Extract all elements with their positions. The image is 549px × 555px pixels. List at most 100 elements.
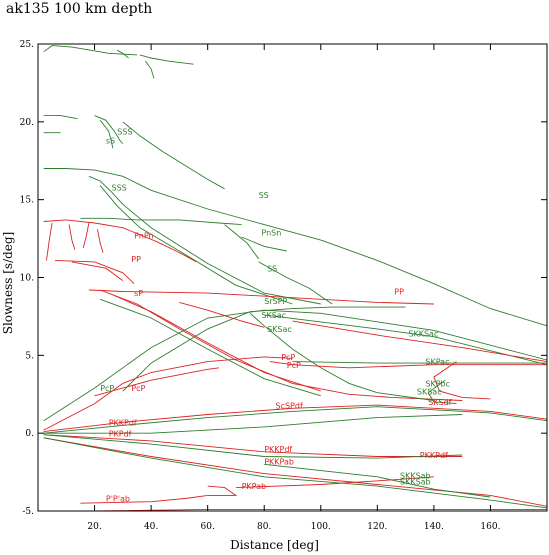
phase-label-30: PKPab xyxy=(242,482,267,491)
phase-curve-20 xyxy=(96,229,104,253)
phase-curve-40 xyxy=(43,406,548,434)
phase-curve-32 xyxy=(179,301,265,328)
phase-label-28: SKKSab xyxy=(400,471,431,480)
phase-label-18: SKPac xyxy=(425,358,449,367)
phase-label-5: PP xyxy=(131,255,141,264)
phase-label-13: SKKSac xyxy=(408,330,438,339)
phase-label-4: PnPn xyxy=(134,232,154,241)
y-tick-label-3: 10. xyxy=(20,274,34,284)
phase-curve-3 xyxy=(145,60,155,79)
phase-label-31: P'P'ab xyxy=(106,495,130,504)
phase-label-27: PKKPab xyxy=(264,457,294,466)
phase-curve-4 xyxy=(43,115,78,120)
phase-curve-1 xyxy=(116,49,129,59)
phase-label-6: PnSn xyxy=(261,229,281,238)
phase-label-12: PP xyxy=(394,288,404,297)
phase-curve-12 xyxy=(80,217,242,226)
y-tick-label-1: 0. xyxy=(25,429,34,439)
phase-label-21: ScSPdf xyxy=(276,401,303,410)
x-axis-label: Distance [deg] xyxy=(230,538,319,552)
phase-label-17: PcP xyxy=(131,384,145,393)
phase-curve-39 xyxy=(43,404,548,433)
chart-title: ak135 100 km depth xyxy=(6,1,153,17)
phase-label-8: sP xyxy=(134,289,143,298)
phase-label-20: SKSac xyxy=(417,387,442,396)
phase-curve-37 xyxy=(433,361,491,400)
phase-curve-14 xyxy=(241,236,287,252)
x-tick-label-6: 140. xyxy=(424,522,444,532)
phase-labels: SSsSSSSSSSPnPnPPPnSnSSsPSrSPPSKSacSKSacP… xyxy=(100,127,451,503)
phase-label-24: PKPdf xyxy=(109,429,132,438)
phase-curve-6 xyxy=(99,120,114,149)
phase-label-14: PcP xyxy=(281,353,295,362)
phase-label-29: SKKSab xyxy=(400,478,431,487)
phase-curve-41 xyxy=(43,414,463,434)
phase-curve-16 xyxy=(43,219,197,263)
phase-label-26: PKKPdf xyxy=(420,451,448,460)
phase-curve-38 xyxy=(427,379,457,405)
phase-label-25: PKKPdf xyxy=(264,445,292,454)
phase-curve-28 xyxy=(43,309,548,422)
phase-curve-7 xyxy=(122,121,225,190)
phase-label-7: SS xyxy=(267,264,277,273)
y-tick-label-5: 20. xyxy=(20,118,34,128)
phase-label-2: SSS xyxy=(117,127,132,136)
phase-label-3: SSS xyxy=(112,183,127,192)
phase-curve-25 xyxy=(108,292,321,392)
y-tick-label-4: 15. xyxy=(20,196,34,206)
x-tick-label-4: 100. xyxy=(311,522,331,532)
phase-curve-15 xyxy=(258,261,333,305)
x-tick-label-3: 80. xyxy=(257,522,271,532)
x-tick-label-5: 120. xyxy=(367,522,387,532)
phase-curve-44 xyxy=(43,437,548,507)
phase-curve-42 xyxy=(43,434,463,457)
phase-label-1: sS xyxy=(106,137,115,146)
x-tick-label-0: 20. xyxy=(87,522,101,532)
phase-curve-18 xyxy=(68,224,76,250)
phase-curve-17 xyxy=(46,222,53,261)
phase-curve-22 xyxy=(71,261,124,281)
phase-curves xyxy=(43,45,548,512)
phase-curve-36 xyxy=(292,361,547,364)
phase-curve-13 xyxy=(224,224,259,260)
phase-curve-21 xyxy=(54,259,135,285)
y-tick-label-2: 5. xyxy=(25,351,34,361)
phase-label-23: PKKPdf xyxy=(109,418,137,427)
phase-curve-0 xyxy=(43,45,138,56)
phase-curve-34 xyxy=(94,367,220,397)
phase-curve-31 xyxy=(292,320,548,363)
phase-curve-49 xyxy=(80,494,208,504)
x-tick-label-2: 60. xyxy=(201,522,215,532)
phase-label-22: SKSdf xyxy=(428,398,451,407)
phase-curve-47 xyxy=(235,476,434,489)
phase-curve-9 xyxy=(43,168,548,327)
phase-curve-23 xyxy=(88,289,434,305)
y-tick-label-6: 25. xyxy=(20,40,34,50)
phase-label-9: SrSPP xyxy=(264,297,287,306)
phase-label-10: SKSac xyxy=(261,311,286,320)
phase-curve-2 xyxy=(139,54,194,65)
phase-label-19: SKPbc xyxy=(425,380,450,389)
phase-curve-29 xyxy=(249,312,434,401)
phase-curve-19 xyxy=(82,222,90,249)
phase-label-11: SKSac xyxy=(267,325,292,334)
phase-curve-33 xyxy=(43,356,293,431)
y-tick-label-0: -5. xyxy=(22,507,34,517)
phase-curve-10 xyxy=(88,175,321,305)
x-tick-label-1: 40. xyxy=(144,522,158,532)
phase-curve-30 xyxy=(264,314,548,366)
phase-curve-48 xyxy=(207,485,238,496)
phase-curve-5 xyxy=(94,115,124,144)
phase-label-0: SS xyxy=(259,191,269,200)
x-tick-label-7: 160. xyxy=(480,522,500,532)
phase-curve-45 xyxy=(43,437,548,509)
phase-label-15: PcP xyxy=(287,361,301,370)
phase-label-16: PcP xyxy=(100,384,114,393)
phase-curve-43 xyxy=(43,434,463,459)
axis-ticks: 20. 40. 60. 80. 100. 120. 140. 160. -5. 0. 5. 10. 15… xyxy=(20,40,547,532)
phase-curve-11 xyxy=(99,185,293,305)
phase-curve-26 xyxy=(100,298,321,397)
phase-curve-35 xyxy=(269,361,547,369)
phase-curve-46 xyxy=(264,463,491,498)
